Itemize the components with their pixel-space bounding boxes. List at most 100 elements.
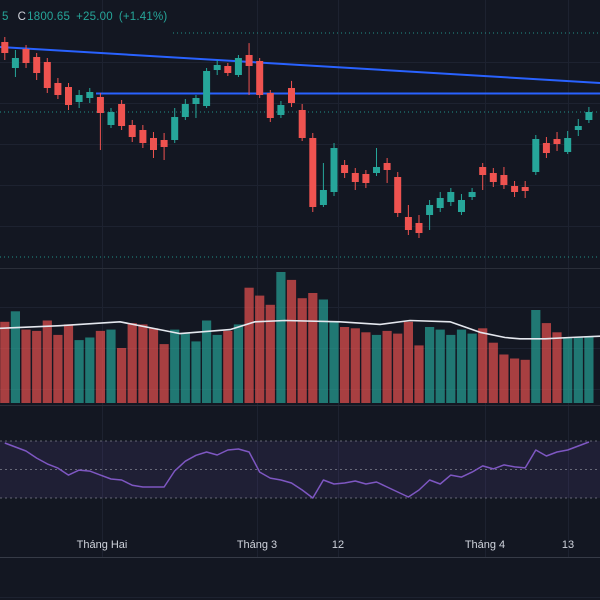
- candle-body: [521, 187, 529, 191]
- volume-bar: [255, 295, 265, 403]
- candle-body: [139, 130, 147, 143]
- volume-bar: [148, 328, 159, 403]
- candle-body: [266, 93, 274, 118]
- volume-bar: [531, 310, 541, 403]
- volume-bar: [223, 330, 233, 403]
- volume-bar: [478, 328, 488, 403]
- trendline-descending-resistance[interactable]: [0, 46, 600, 84]
- volume-bar: [563, 337, 573, 403]
- volume-bar: [371, 334, 382, 403]
- volume-bar: [446, 334, 456, 403]
- volume-bar: [233, 324, 243, 403]
- volume-bar: [212, 334, 222, 403]
- volume-bar: [297, 298, 307, 403]
- candle-body: [277, 105, 285, 115]
- volume-bar: [350, 328, 360, 403]
- candle-body: [415, 223, 423, 233]
- candle-body: [341, 165, 349, 173]
- candle-body: [234, 58, 242, 75]
- volume-bar: [552, 332, 562, 403]
- candle-body: [65, 87, 72, 105]
- candle-body: [96, 97, 104, 113]
- volume-bar: [318, 299, 328, 403]
- candle-body: [553, 139, 561, 144]
- volume-bar: [329, 321, 339, 403]
- volume-bar: [510, 358, 520, 403]
- volume-bar: [42, 320, 52, 403]
- volume-bar: [170, 329, 180, 403]
- volume-bar: [10, 311, 20, 403]
- volume-bar: [180, 333, 190, 403]
- volume-pane[interactable]: [0, 272, 600, 404]
- candle-body: [394, 177, 402, 213]
- candle-body: [351, 173, 359, 182]
- candle-body: [574, 126, 582, 130]
- volume-bar: [425, 327, 435, 403]
- volume-bar: [265, 304, 275, 404]
- candle-body: [288, 88, 295, 103]
- volume-bar: [414, 345, 424, 403]
- volume-bar: [276, 272, 286, 403]
- candle-body: [160, 140, 168, 147]
- candle-body: [468, 192, 476, 197]
- rsi-pane[interactable]: [4, 441, 590, 499]
- candle-body: [564, 138, 572, 152]
- volume-bar: [95, 330, 105, 403]
- ohlc-cut-value: 5: [2, 11, 9, 23]
- candle-body: [43, 62, 51, 88]
- change-value: +25.00: [76, 11, 113, 23]
- volume-bar: [202, 320, 212, 403]
- candle-body: [256, 61, 264, 95]
- candle-body: [245, 55, 253, 66]
- candle-body: [171, 117, 179, 140]
- candle-body: [150, 138, 157, 150]
- candle-body: [319, 190, 327, 205]
- candle-body: [203, 71, 211, 106]
- candle-body: [458, 200, 465, 212]
- volume-bar: [361, 332, 371, 403]
- candle-body: [383, 163, 391, 170]
- close-value: 1800.65: [27, 11, 71, 23]
- volume-bar: [393, 333, 403, 403]
- close-label: C: [17, 11, 27, 23]
- volume-bar: [403, 321, 413, 403]
- volume-bar: [32, 330, 42, 403]
- candle-body: [107, 112, 115, 125]
- volume-bar: [159, 344, 169, 403]
- volume-bar: [499, 354, 509, 403]
- candle-body: [11, 58, 19, 68]
- candle-body: [118, 104, 126, 126]
- candle-body: [404, 217, 412, 230]
- candle-body: [330, 148, 338, 192]
- candle-body: [309, 138, 317, 207]
- candle-body: [22, 49, 30, 63]
- pane-separators: [0, 268, 600, 598]
- candle-body: [1, 42, 9, 53]
- candle-body: [75, 95, 83, 102]
- volume-bar: [584, 336, 594, 403]
- candle-body: [447, 192, 455, 202]
- volume-bar: [456, 329, 467, 403]
- volume-bar: [63, 324, 74, 403]
- candle-body: [224, 66, 232, 73]
- candle-body: [181, 104, 189, 117]
- volume-bar: [308, 293, 318, 403]
- volume-bar: [21, 329, 31, 403]
- candle-body: [373, 167, 380, 173]
- volume-bar: [127, 323, 137, 403]
- rsi-line: [4, 441, 590, 499]
- candle-body: [213, 65, 221, 70]
- candle-body: [362, 174, 370, 183]
- volume-bar: [541, 323, 551, 403]
- volume-bar: [286, 279, 297, 403]
- candle-body: [436, 198, 444, 208]
- volume-bar: [117, 348, 127, 403]
- candle-body: [298, 110, 306, 138]
- price-pane[interactable]: [1, 37, 593, 238]
- volume-bar: [106, 329, 116, 403]
- candle-body: [54, 83, 62, 95]
- volume-bar: [191, 341, 201, 403]
- volume-bar: [467, 333, 477, 403]
